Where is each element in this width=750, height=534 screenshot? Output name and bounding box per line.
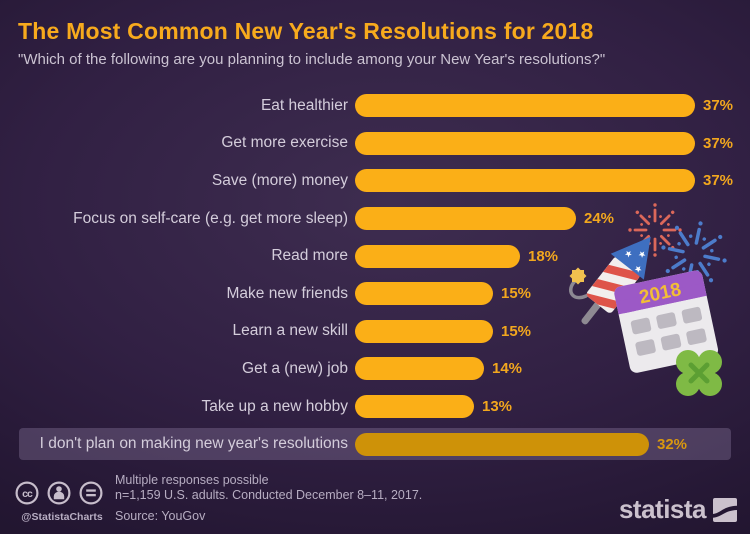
- equal-license-icon: [79, 481, 103, 505]
- source-line: Source: YouGov: [115, 509, 206, 523]
- chart-row: Learn a new skill 15%: [0, 313, 750, 351]
- bar-label: Get more exercise: [221, 134, 348, 152]
- statista-logo-icon: [713, 497, 737, 522]
- bar-value: 37%: [703, 172, 734, 190]
- bar: [355, 357, 484, 381]
- calendar-2018-icon: 2018: [614, 270, 719, 373]
- bar: [355, 395, 474, 419]
- bar-value: 37%: [703, 97, 734, 115]
- bar-value: 13%: [482, 398, 513, 416]
- chart-row: Read more 18%: [0, 237, 750, 275]
- attribution-icon: [47, 481, 71, 505]
- cc-icon: [15, 481, 39, 505]
- bar: [355, 319, 493, 343]
- note-line-2: n=1,159 U.S. adults. Conducted December …: [115, 488, 423, 502]
- bar: [355, 207, 576, 231]
- chart-row: Eat healthier 37%: [0, 87, 750, 125]
- bar-label: Save (more) money: [211, 171, 348, 189]
- credit-handle: @StatistaCharts: [21, 511, 103, 523]
- chart-rows: Eat healthier 37% Get more exercise 37% …: [0, 87, 750, 463]
- bar-value: 15%: [501, 285, 532, 303]
- footnotes: Multiple responses possible n=1,159 U.S.…: [115, 473, 422, 524]
- bar-label: I don't plan on making new year's resolu…: [39, 435, 348, 453]
- bar-label: Make new friends: [226, 284, 348, 302]
- bar-value: 37%: [703, 134, 734, 152]
- bar-label: Learn a new skill: [232, 322, 348, 340]
- bar-value: 24%: [584, 210, 615, 228]
- chart-subtitle: "Which of the following are you planning…: [18, 51, 606, 68]
- chart-row: Focus on self-care (e.g. get more sleep)…: [0, 200, 750, 238]
- new-year-illustration: 2018: [569, 201, 729, 396]
- creative-commons-icons: cc: [15, 481, 103, 505]
- bar: [355, 169, 695, 193]
- svg-text:cc: cc: [22, 488, 33, 500]
- note-line-1: Multiple responses possible: [115, 473, 269, 487]
- chart-row: I don't plan on making new year's resolu…: [0, 425, 750, 463]
- bar-label: Focus on self-care (e.g. get more sleep): [73, 209, 348, 227]
- bar-value: 15%: [501, 322, 532, 340]
- spark-icon: [569, 267, 587, 285]
- bar-value: 18%: [528, 247, 559, 265]
- bar-label: Read more: [271, 247, 348, 265]
- four-leaf-clover-icon: [676, 350, 722, 396]
- bar: [355, 244, 520, 268]
- chart-row: Take up a new hobby 13%: [0, 388, 750, 426]
- statista-wordmark: statista: [618, 494, 707, 524]
- chart-row: Get a (new) job 14%: [0, 350, 750, 388]
- page-title: The Most Common New Year's Resolutions f…: [18, 18, 594, 44]
- bar: [355, 432, 649, 456]
- statista-brand: statista: [619, 494, 737, 525]
- bar-label: Get a (new) job: [242, 359, 348, 377]
- license-block: cc @StatistaCharts: [14, 481, 110, 523]
- chart-row: Get more exercise 37%: [0, 125, 750, 163]
- bar-value: 14%: [492, 360, 523, 378]
- chart-row: Make new friends 15%: [0, 275, 750, 313]
- chart-row: Save (more) money 37%: [0, 162, 750, 200]
- bar: [355, 282, 493, 306]
- bar: [355, 131, 695, 155]
- bar-label: Eat healthier: [260, 96, 348, 114]
- bar-value: 32%: [657, 435, 688, 453]
- bar: [355, 94, 695, 118]
- bar-label: Take up a new hobby: [201, 397, 349, 415]
